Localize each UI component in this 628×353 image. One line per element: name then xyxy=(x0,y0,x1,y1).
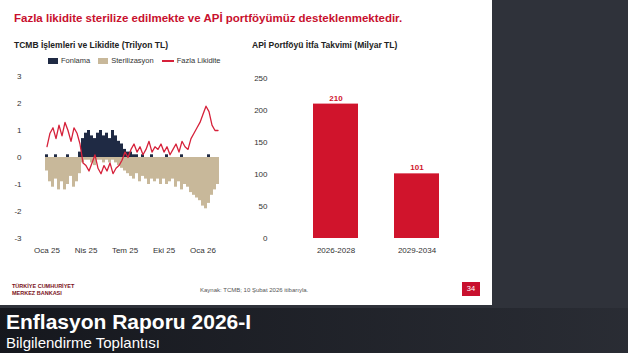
html-text:TCMB İşlemleri ve Likidite (Tr: TCMB İşlemleri ve Likidite (Trilyon TL) xyxy=(14,40,168,50)
svg-text:-1: -1 xyxy=(14,180,22,189)
svg-text:Oca 26: Oca 26 xyxy=(190,246,216,255)
html-text:Sterilizasyon: Sterilizasyon xyxy=(111,56,154,65)
html-text:Enflasyon Raporu 2026-I: Enflasyon Raporu 2026-I xyxy=(6,310,252,333)
html-text:Kaynak: TCMB; 10 Şubat 2026 it: Kaynak: TCMB; 10 Şubat 2026 itibarıyla. xyxy=(200,287,309,293)
html-text:Fazla likidite sterilize edilm: Fazla likidite sterilize edilmekte ve AP… xyxy=(14,12,403,24)
svg-text:2026-2028: 2026-2028 xyxy=(317,246,356,255)
svg-text:Nis 25: Nis 25 xyxy=(75,246,98,255)
svg-text:-3: -3 xyxy=(14,234,22,243)
svg-text:0: 0 xyxy=(263,234,268,243)
svg-text:1: 1 xyxy=(17,126,22,135)
svg-text:50: 50 xyxy=(259,202,268,211)
html-text:Bilgilendirme Toplantısı: Bilgilendirme Toplantısı xyxy=(6,334,160,351)
html-text:Fazla Likidite: Fazla Likidite xyxy=(176,56,221,65)
svg-text:101: 101 xyxy=(410,163,424,172)
html-text:34: 34 xyxy=(466,284,476,293)
svg-text:Tem 25: Tem 25 xyxy=(112,246,139,255)
html-text:APİ Portföyü İtfa Takvimi (Mil: APİ Portföyü İtfa Takvimi (Milyar TL) xyxy=(252,40,398,50)
svg-text:3: 3 xyxy=(17,72,22,81)
html-text:Fonlama: Fonlama xyxy=(61,56,91,65)
svg-text:Eki 25: Eki 25 xyxy=(153,246,176,255)
svg-text:0: 0 xyxy=(17,153,22,162)
svg-text:200: 200 xyxy=(254,106,268,115)
svg-text:2029-2034: 2029-2034 xyxy=(398,246,437,255)
svg-text:100: 100 xyxy=(254,170,268,179)
svg-text:2: 2 xyxy=(17,99,22,108)
html-text:TÜRKİYE CUMHURİYET MERKEZ BANK: TÜRKİYE CUMHURİYET MERKEZ BANKASI xyxy=(12,283,75,296)
svg-text:-2: -2 xyxy=(14,207,22,216)
svg-text:Oca 25: Oca 25 xyxy=(34,246,60,255)
svg-text:150: 150 xyxy=(254,138,268,147)
svg-text:250: 250 xyxy=(254,74,268,83)
svg-text:210: 210 xyxy=(329,94,343,103)
